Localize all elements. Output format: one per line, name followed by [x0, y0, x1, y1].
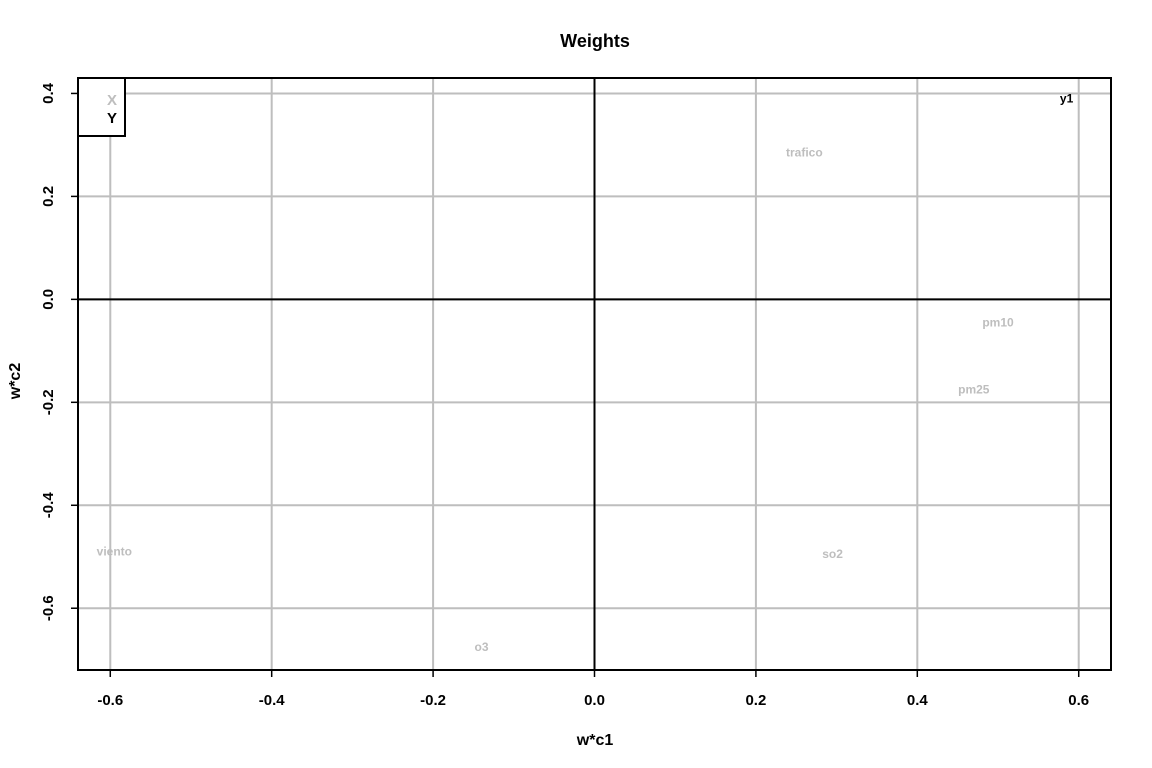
- axis-ticks: -0.6 -0.4 -0.2 0.0 0.2 0.4 0.6 -0.6 -0.4 -0.2 0.0 0…: [40, 82, 1089, 709]
- y-tick-label: 0.0: [40, 289, 57, 310]
- y-tick-label: -0.4: [40, 492, 57, 519]
- x-tick-label: -0.6: [97, 692, 123, 709]
- x-tick-label: 0.4: [907, 692, 929, 709]
- point-label-o3: o3: [475, 640, 489, 654]
- legend-entry-x: X: [107, 92, 117, 109]
- legend: XY: [77, 77, 126, 137]
- y-tick-label: -0.2: [40, 389, 57, 415]
- legend-box: [77, 77, 126, 137]
- y-tick-label: 0.2: [40, 186, 57, 207]
- x-tick-label: -0.2: [420, 692, 446, 709]
- point-label-pm10: pm10: [982, 316, 1014, 330]
- point-label-so2: so2: [822, 547, 843, 561]
- reference-lines: [78, 78, 1111, 670]
- plot-frame: [77, 77, 1112, 671]
- x-tick-label: 0.2: [745, 692, 766, 709]
- chart-title: Weights: [560, 31, 630, 51]
- x-tick-label: 0.6: [1068, 692, 1089, 709]
- x-axis-label: w*c1: [576, 732, 614, 749]
- x-tick-label: -0.4: [259, 692, 286, 709]
- y-tick-label: 0.4: [40, 82, 57, 104]
- point-label-pm25: pm25: [958, 382, 990, 396]
- y-tick-label: -0.6: [40, 595, 57, 621]
- x-tick-label: 0.0: [584, 692, 605, 709]
- point-label-y1: y1: [1060, 92, 1074, 106]
- y-axis-label: w*c2: [7, 363, 24, 401]
- point-label-trafico: trafico: [786, 146, 823, 160]
- point-label-viento: viento: [97, 545, 132, 559]
- point-labels: trafico pm10 pm25 viento so2 o3 y1: [97, 92, 1074, 654]
- legend-entry-y: Y: [107, 110, 117, 127]
